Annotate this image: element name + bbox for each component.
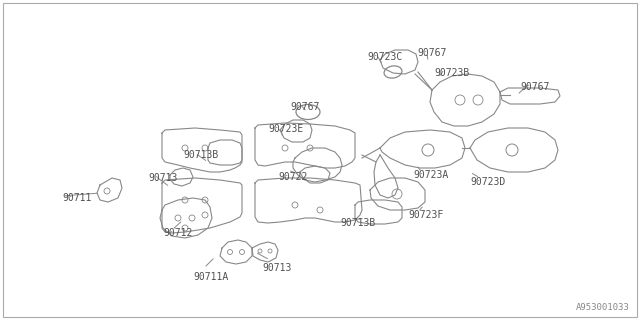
- Text: 90723D: 90723D: [470, 177, 505, 187]
- Text: 90712: 90712: [163, 228, 193, 238]
- Text: 90723F: 90723F: [408, 210, 444, 220]
- Text: 90711: 90711: [62, 193, 92, 203]
- Text: 90767: 90767: [520, 82, 549, 92]
- Text: 90713B: 90713B: [183, 150, 218, 160]
- Text: 90723B: 90723B: [434, 68, 469, 78]
- Text: A953001033: A953001033: [576, 303, 630, 312]
- Text: 90713: 90713: [262, 263, 291, 273]
- Text: 90767: 90767: [290, 102, 319, 112]
- Text: 90767: 90767: [417, 48, 446, 58]
- Text: 90713: 90713: [148, 173, 177, 183]
- Text: 90711A: 90711A: [193, 272, 228, 282]
- Text: 90722: 90722: [278, 172, 307, 182]
- Text: 90713B: 90713B: [340, 218, 375, 228]
- Text: 90723A: 90723A: [413, 170, 448, 180]
- Text: 90723E: 90723E: [268, 124, 303, 134]
- Text: 90723C: 90723C: [367, 52, 403, 62]
